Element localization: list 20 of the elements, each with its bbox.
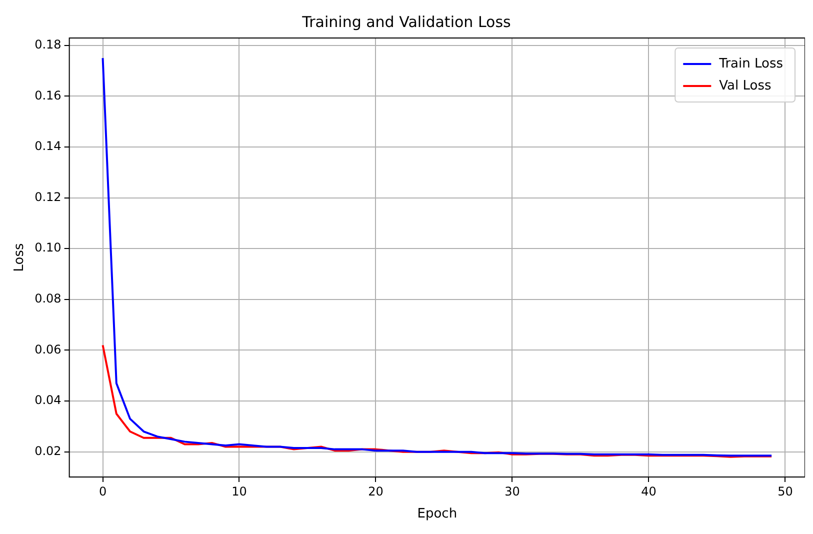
x-tick-label: 20 [368, 484, 384, 498]
y-tick-label: 0.14 [34, 139, 62, 154]
y-tick-label: 0.02 [34, 444, 62, 458]
y-tick-label: 0.04 [34, 393, 62, 408]
y-tick-label: 0.18 [34, 37, 62, 52]
y-tick-label: 0.16 [34, 88, 62, 102]
y-tick-label: 0.12 [34, 190, 62, 204]
y-axis-title: Loss [12, 243, 28, 272]
x-tick-label: 10 [232, 484, 247, 498]
x-tick-label: 50 [778, 484, 793, 498]
x-axis-title: Epoch [417, 506, 458, 522]
x-tick-label: 0 [98, 484, 107, 498]
legend-label: Train Loss [718, 56, 784, 72]
x-tick-label: 40 [641, 484, 656, 498]
chart-title: Training and Validation Loss [301, 12, 512, 31]
y-tick-label: 0.06 [34, 342, 62, 356]
y-tick-label: 0.08 [34, 292, 62, 306]
y-tick-label: 0.10 [34, 240, 62, 255]
x-tick-label: 30 [504, 484, 520, 498]
legend-label: Val Loss [719, 78, 772, 94]
